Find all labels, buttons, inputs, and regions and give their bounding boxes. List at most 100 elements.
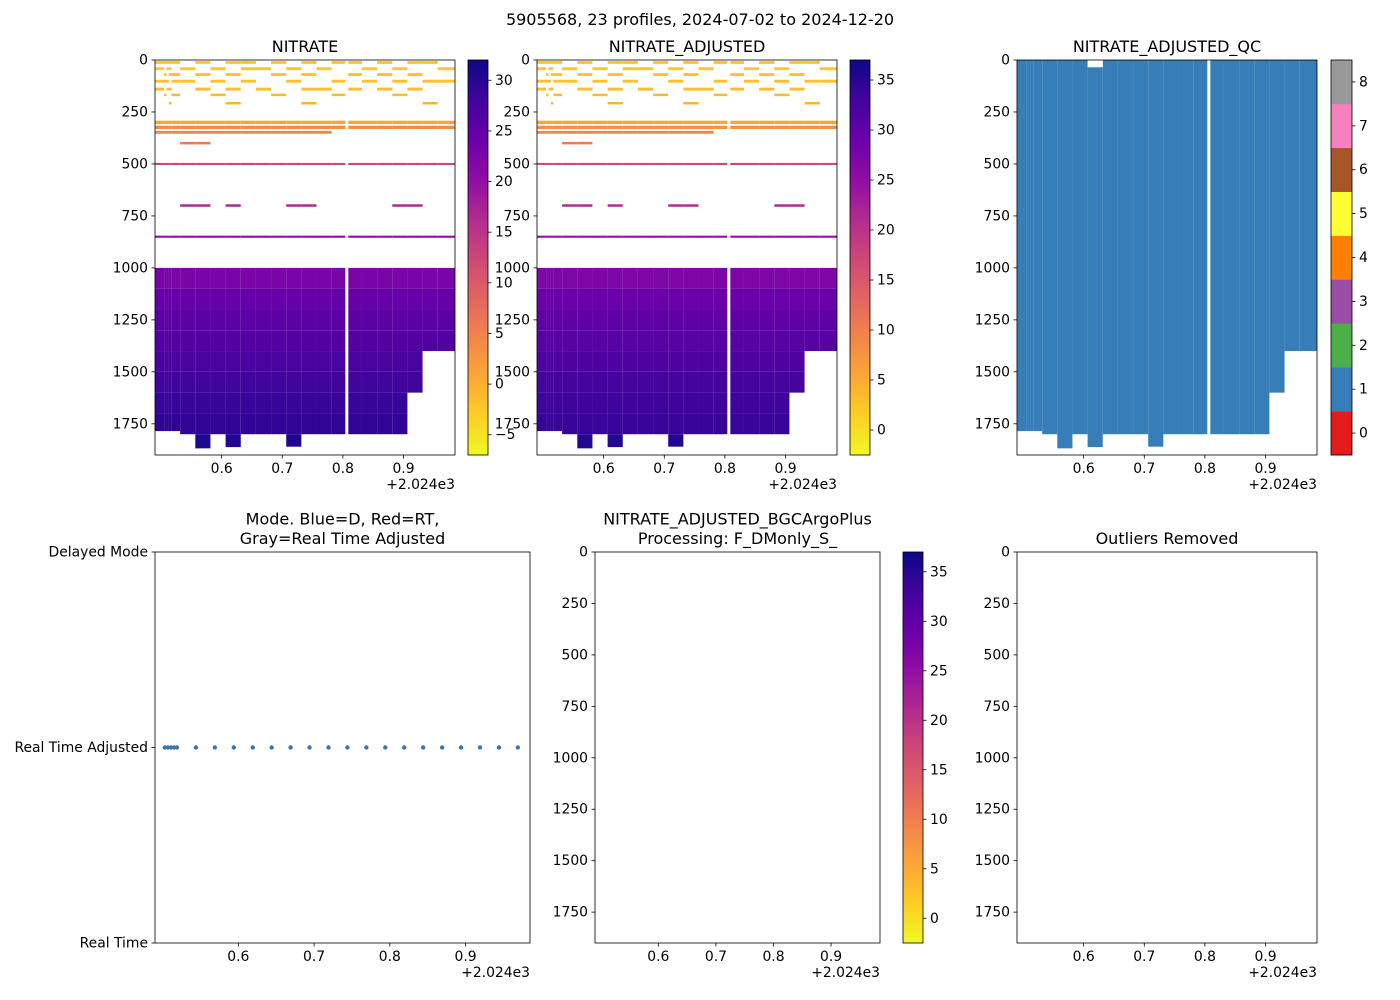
heatmap-cell: [225, 125, 241, 130]
heatmap-cell: [592, 288, 608, 310]
subplot-outliers: 0.6 0.7 0.8 0.9+2.024e3 0 250 500 750 1000 1250 15…: [975, 529, 1318, 981]
qc-cell: [1178, 60, 1194, 435]
colorbar-tick-label: 4: [1359, 250, 1368, 266]
heatmap-cell: [713, 125, 729, 130]
heatmap-cell: [166, 413, 169, 432]
subplot-bgc-processing: 0.6 0.7 0.8 0.9+2.024e302505007501000125015…: [553, 510, 948, 982]
heatmap-cell: [653, 351, 669, 372]
heatmap-cell: [698, 351, 714, 372]
heatmap-cell: [550, 309, 554, 331]
subplot-qc: 0.6 0.7 0.8 0.9+2.024e302505007501000125015…: [975, 37, 1368, 493]
heatmap-cell: [422, 125, 438, 130]
heatmap-cell: [392, 267, 408, 289]
heatmap-cell: [155, 288, 165, 310]
heatmap-cell: [210, 351, 226, 372]
heatmap-cell: [180, 130, 196, 134]
heatmap-cell: [548, 125, 551, 130]
heatmap-cell: [164, 130, 167, 134]
heatmap-cell: [225, 330, 241, 352]
heatmap-cell: [316, 125, 332, 130]
y-tick-label: 250: [561, 596, 588, 612]
heatmap-cell: [168, 162, 172, 165]
heatmap-cell: [361, 413, 378, 435]
heatmap-cell: [168, 235, 172, 238]
heatmap-cell: [546, 61, 549, 64]
heatmap-cell: [225, 73, 241, 77]
colorbar-segment: [1331, 411, 1352, 456]
heatmap-cell: [774, 235, 790, 238]
heatmap-cell: [537, 120, 547, 125]
heatmap-cell: [668, 392, 684, 414]
heatmap-cell: [392, 330, 408, 352]
heatmap-cell: [225, 101, 241, 105]
heatmap-cell: [562, 288, 578, 310]
heatmap-cell: [180, 267, 196, 289]
heatmap-cell: [377, 371, 393, 393]
heatmap-cell: [301, 309, 317, 331]
heatmap-cell: [255, 371, 272, 393]
colorbar: 35 30 25 20 15 10 5 0: [849, 59, 895, 456]
heatmap-cell: [592, 79, 608, 83]
heatmap-cell: [437, 120, 455, 125]
heatmap-cell: [553, 371, 563, 393]
heatmap-cell: [592, 93, 608, 97]
heatmap-cell: [316, 330, 332, 352]
heatmap-cell: [577, 267, 593, 289]
heatmap-cell: [168, 309, 172, 331]
heatmap-cell: [331, 309, 347, 331]
heatmap-cell: [422, 120, 438, 125]
qc-cell: [1299, 60, 1317, 352]
heatmap-cell: [407, 73, 423, 77]
heatmap-cell: [637, 413, 654, 435]
heatmap-cell: [537, 371, 547, 393]
heatmap-cell: [698, 235, 714, 238]
y-tick-label: 1250: [975, 312, 1010, 328]
heatmap-cell: [155, 267, 165, 289]
x-tick-label: 0.9: [455, 949, 477, 965]
heatmap-cell: [548, 67, 551, 71]
heatmap-cell: [683, 392, 699, 414]
heatmap-cell: [225, 371, 241, 393]
x-tick-label: 0.7: [271, 461, 293, 477]
heatmap-cell: [407, 371, 423, 393]
heatmap-cell: [548, 130, 551, 134]
heatmap-cell: [168, 67, 172, 71]
heatmap-cell: [804, 267, 820, 289]
heatmap-cell: [301, 392, 317, 414]
heatmap-cell: [407, 162, 423, 165]
heatmap-cell: [562, 371, 578, 393]
heatmap-cell: [743, 351, 760, 372]
heatmap-cell: [164, 330, 167, 352]
heatmap-cell: [164, 371, 167, 393]
heatmap-cell: [195, 309, 211, 331]
heatmap-cell: [392, 162, 408, 165]
y-tick-label: 500: [983, 156, 1010, 172]
heatmap-cell: [164, 267, 167, 289]
heatmap-cell: [225, 130, 241, 134]
subplot-nitrate-adjusted: 0.6 0.7 0.8 0.9+2.024e302505007501000125015…: [495, 37, 895, 493]
heatmap-cell: [301, 73, 317, 77]
heatmap-cell: [553, 351, 563, 372]
heatmap-cell: [713, 61, 729, 64]
y-tick-label: 500: [503, 156, 530, 172]
heatmap-cell: [637, 130, 654, 134]
heatmap-cell: [683, 73, 699, 77]
heatmap-cell: [271, 351, 287, 372]
heatmap-cell: [286, 351, 302, 372]
heatmap-cell: [637, 351, 654, 372]
heatmap-cell: [789, 204, 805, 207]
heatmap-cell: [392, 235, 408, 238]
heatmap-cell: [316, 309, 332, 331]
heatmap-cell: [316, 288, 332, 310]
heatmap-cell: [361, 351, 378, 372]
heatmap-cell: [225, 413, 241, 435]
heatmap-cell: [361, 309, 378, 331]
heatmap-cell: [759, 120, 775, 125]
heatmap-cell: [637, 392, 654, 414]
heatmap-cell: [553, 309, 563, 331]
heatmap-cell: [392, 204, 408, 207]
heatmap-cell: [225, 235, 241, 238]
heatmap-cell: [548, 371, 551, 393]
heatmap-cell: [622, 79, 638, 83]
heatmap-cell: [271, 162, 287, 165]
